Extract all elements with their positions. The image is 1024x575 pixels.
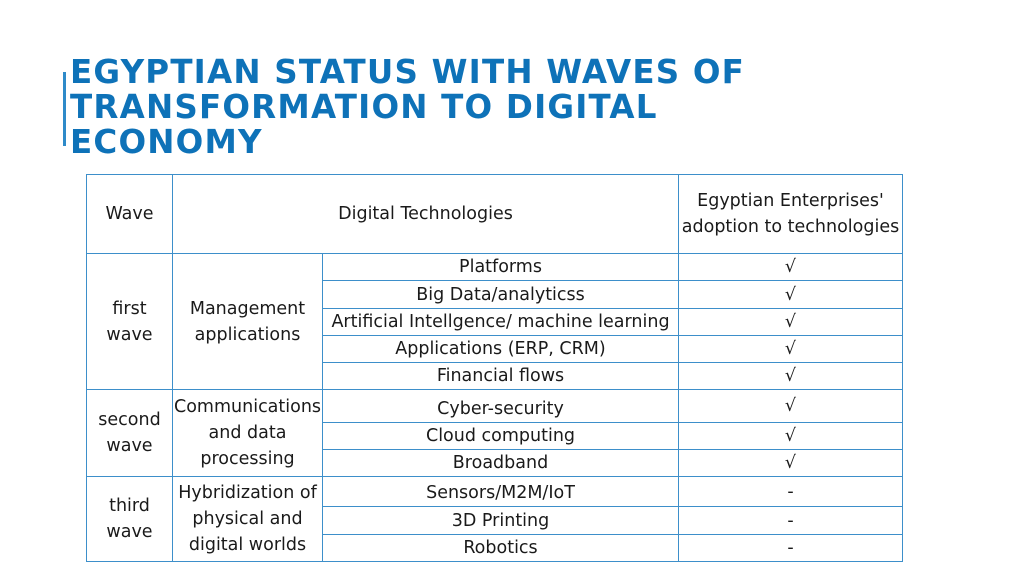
category-cell: Hybridization of physical and digital wo… xyxy=(172,476,323,562)
technology-cell: Cyber-security xyxy=(322,389,679,423)
wave-cell: third wave xyxy=(86,476,173,562)
table-row: second wave Communications and data proc… xyxy=(86,389,903,477)
table-row: Cloud computing √ xyxy=(87,422,903,450)
header-wave: Wave xyxy=(86,174,173,254)
table-header-row: Wave Digital Technologies Egyptian Enter… xyxy=(86,174,903,254)
adoption-cell: √ xyxy=(678,335,903,363)
technology-cell: Robotics xyxy=(322,534,679,562)
table-row: Applications (ERP, CRM) √ xyxy=(87,335,903,363)
adoption-cell: - xyxy=(678,534,903,562)
adoption-cell: √ xyxy=(678,253,903,281)
title-line-1: EGYPTIAN STATUS WITH WAVES OF xyxy=(70,53,746,91)
table-row: Robotics - xyxy=(87,534,903,562)
table-row: Big Data/analyticss √ xyxy=(87,280,903,309)
title-accent-bar xyxy=(63,72,66,146)
adoption-cell: √ xyxy=(678,308,903,336)
technology-cell: Broadband xyxy=(322,449,679,477)
technology-cell: Financial flows xyxy=(322,362,679,390)
page-title: EGYPTIAN STATUS WITH WAVES OF TRANSFORMA… xyxy=(70,55,830,160)
technology-cell: Sensors/M2M/IoT xyxy=(322,476,679,507)
waves-table: Wave Digital Technologies Egyptian Enter… xyxy=(86,174,903,562)
technology-cell: 3D Printing xyxy=(322,506,679,535)
category-cell: Communications and data processing xyxy=(172,389,323,477)
category-cell: Management applications xyxy=(172,253,323,390)
adoption-cell: - xyxy=(678,476,903,507)
title-line-3: ECONOMY xyxy=(70,123,263,161)
adoption-cell: √ xyxy=(678,362,903,390)
technology-cell: Platforms xyxy=(322,253,679,281)
technology-cell: Cloud computing xyxy=(322,422,679,450)
adoption-cell: √ xyxy=(678,449,903,477)
adoption-cell: √ xyxy=(678,280,903,309)
wave-cell: second wave xyxy=(86,389,173,477)
technology-cell: Big Data/analyticss xyxy=(322,280,679,309)
technology-cell: Artificial Intellgence/ machine learning xyxy=(322,308,679,336)
technology-cell: Applications (ERP, CRM) xyxy=(322,335,679,363)
adoption-cell: √ xyxy=(678,389,903,423)
title-line-2: TRANSFORMATION TO DIGITAL xyxy=(70,88,658,126)
wave-cell: first wave xyxy=(86,253,173,390)
table-row: third wave Hybridization of physical and… xyxy=(86,476,903,562)
adoption-cell: √ xyxy=(678,422,903,450)
header-adoption: Egyptian Enterprises' adoption to techno… xyxy=(678,174,903,254)
table-row: first wave Management applications Platf… xyxy=(86,253,903,390)
header-digital-technologies: Digital Technologies xyxy=(172,174,679,254)
adoption-cell: - xyxy=(678,506,903,535)
